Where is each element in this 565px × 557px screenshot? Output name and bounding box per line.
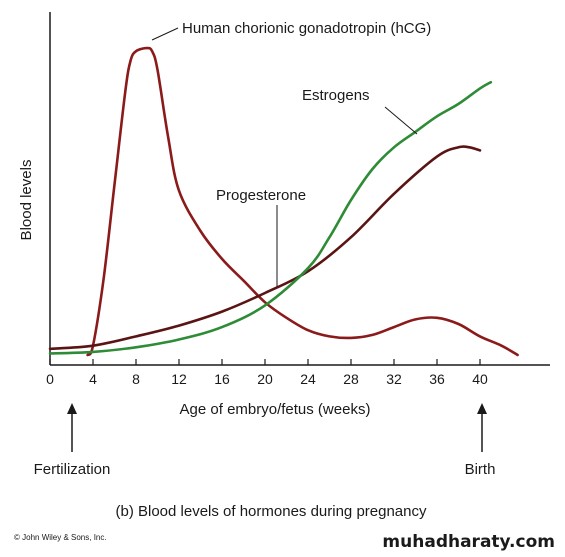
x-tick-label: 28 (343, 371, 359, 387)
progesterone-series-line (48, 145, 482, 351)
hcg-series-line (86, 46, 519, 357)
x-tick-label: 4 (89, 371, 97, 387)
hcg-leader-line (151, 27, 179, 41)
x-tick-label: 36 (429, 371, 445, 387)
y-axis-label: Blood levels (18, 160, 35, 241)
x-tick-label: 8 (132, 371, 140, 387)
hcg-series-label: Human chorionic gonadotropin (hCG) (182, 20, 431, 37)
birth-arrow-head (477, 403, 487, 414)
x-tick-label: 0 (46, 371, 54, 387)
fertilization-arrow-head (67, 403, 77, 414)
x-tick-label: 12 (171, 371, 187, 387)
x-tick-label: 16 (214, 371, 230, 387)
x-tick-label: 20 (257, 371, 273, 387)
birth-label: Birth (465, 461, 496, 478)
progesterone-series-label: Progesterone (216, 187, 306, 204)
estrogens-leader-line (384, 106, 418, 135)
watermark: muhadharaty.com (382, 532, 555, 552)
fertilization-label: Fertilization (34, 461, 111, 478)
series-layer (48, 46, 519, 357)
estrogens-series-line (48, 80, 493, 355)
figure-caption: (b) Blood levels of hormones during preg… (115, 503, 427, 520)
x-axis-label: Age of embryo/fetus (weeks) (180, 401, 371, 418)
copyright-credit: © John Wiley & Sons, Inc. (14, 533, 107, 542)
x-tick-label: 24 (300, 371, 316, 387)
x-tick-label: 40 (472, 371, 488, 387)
x-tick-label: 32 (386, 371, 402, 387)
estrogens-series-label: Estrogens (302, 87, 370, 104)
x-ticks: 0 4 8 12 16 20 24 28 32 36 40 (46, 359, 488, 387)
